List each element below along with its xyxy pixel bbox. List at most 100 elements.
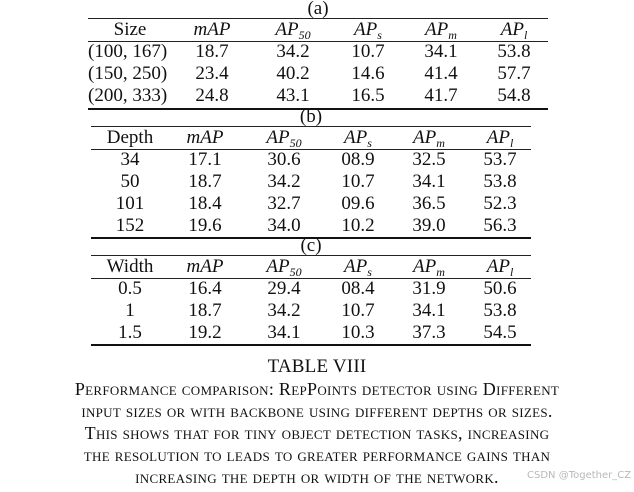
cell: 23.4 <box>195 63 229 84</box>
table-row: 34 17.1 30.6 08.9 32.5 53.7 <box>91 149 531 171</box>
cell: 1.5 <box>118 322 142 343</box>
table-row: 101 18.4 32.7 09.6 36.5 52.3 <box>91 193 531 215</box>
cell: 1 <box>125 300 135 321</box>
table-a-mid-rule <box>88 41 548 42</box>
cell: 101 <box>115 193 145 214</box>
cell: 19.2 <box>188 322 222 343</box>
watermark: CSDN @Together_CZ <box>527 470 632 481</box>
table-row: (200, 333) 24.8 43.1 16.5 41.7 54.8 <box>88 85 548 107</box>
header-aps: APs <box>344 127 372 150</box>
header-aps: APs <box>344 256 372 279</box>
table-b-label: (b) <box>299 106 323 127</box>
cell: 37.3 <box>412 322 446 343</box>
cell: 53.8 <box>483 171 517 192</box>
cell: 34.1 <box>424 41 458 62</box>
table-c-top-rule <box>91 255 531 256</box>
cell: 34.1 <box>412 300 446 321</box>
cell: 31.9 <box>412 278 446 299</box>
table-row: 1 18.7 34.2 10.7 34.1 53.8 <box>91 300 531 322</box>
cell: 34.1 <box>412 171 446 192</box>
table-b-top-rule <box>91 126 531 127</box>
cell: 50.6 <box>483 278 517 299</box>
table-b-header: Depth mAP AP50 APs APm APl <box>91 127 531 149</box>
cell: 56.3 <box>483 215 517 236</box>
cell: 08.4 <box>341 278 375 299</box>
cell: 54.8 <box>497 85 531 106</box>
cell: 18.7 <box>195 41 229 62</box>
cell: 17.1 <box>188 149 222 170</box>
cell: 152 <box>115 215 145 236</box>
table-c-bottom-rule <box>91 344 531 346</box>
cell: (150, 250) <box>88 63 168 84</box>
cell: 18.7 <box>188 300 222 321</box>
header-ap50: AP50 <box>266 256 302 279</box>
cell: 34.0 <box>267 215 301 236</box>
cell: 53.8 <box>497 41 531 62</box>
header-ap50: AP50 <box>275 19 311 42</box>
table-a-top-rule <box>88 18 548 19</box>
cell: 10.7 <box>351 41 385 62</box>
table-row: (150, 250) 23.4 40.2 14.6 41.4 57.7 <box>88 63 548 85</box>
header-apl: APl <box>486 256 514 279</box>
table-row: 1.5 19.2 34.1 10.3 37.3 54.5 <box>91 322 531 344</box>
caption-line-2: input sizes or with backbone using diffe… <box>81 401 553 421</box>
cell: (100, 167) <box>88 41 168 62</box>
cell: 39.0 <box>412 215 446 236</box>
caption-line-3: This shows that for tiny object detectio… <box>84 423 550 443</box>
cell: 40.2 <box>276 63 310 84</box>
cell: 52.3 <box>483 193 517 214</box>
cell: 50 <box>120 171 140 192</box>
table-c-label: (c) <box>300 235 322 256</box>
cell: 57.7 <box>497 63 531 84</box>
table-row: 50 18.7 34.2 10.7 34.1 53.8 <box>91 171 531 193</box>
cell: 34.2 <box>267 171 301 192</box>
table-a-header: Size mAP AP50 APs APm APl <box>88 19 548 41</box>
header-apm: APm <box>413 127 445 150</box>
header-apm: APm <box>425 19 457 42</box>
header-width: Width <box>106 256 154 277</box>
cell: 10.7 <box>341 300 375 321</box>
header-size: Size <box>113 19 147 40</box>
cell: 10.2 <box>341 215 375 236</box>
cell: 34.2 <box>267 300 301 321</box>
header-apl: APl <box>486 127 514 150</box>
cell: 53.8 <box>483 300 517 321</box>
table-c-mid-rule <box>91 278 531 279</box>
cell: 32.5 <box>412 149 446 170</box>
cell: 41.7 <box>424 85 458 106</box>
header-apl: APl <box>500 19 528 42</box>
header-map: mAP <box>186 127 224 148</box>
cell: 29.4 <box>267 278 301 299</box>
table-title: TABLE VIII <box>267 356 367 377</box>
caption-line-4: the resolution to leads to greater perfo… <box>83 445 551 465</box>
table-row: 0.5 16.4 29.4 08.4 31.9 50.6 <box>91 278 531 300</box>
cell: 43.1 <box>276 85 310 106</box>
cell: 34.1 <box>267 322 301 343</box>
header-map: mAP <box>186 256 224 277</box>
table-a-label: (a) <box>307 0 329 19</box>
cell: 24.8 <box>195 85 229 106</box>
header-aps: APs <box>354 19 382 42</box>
cell: 08.9 <box>341 149 375 170</box>
cell: 0.5 <box>118 278 142 299</box>
cell: 09.6 <box>341 193 375 214</box>
header-apm: APm <box>413 256 445 279</box>
header-ap50: AP50 <box>266 127 302 150</box>
table-b-mid-rule <box>91 149 531 150</box>
cell: 30.6 <box>267 149 301 170</box>
cell: 16.5 <box>351 85 385 106</box>
table-c-header: Width mAP AP50 APs APm APl <box>91 256 531 278</box>
caption-line-5: increasing the depth or width of the net… <box>135 467 499 487</box>
cell: 14.6 <box>351 63 385 84</box>
cell: (200, 333) <box>88 85 168 106</box>
header-map: mAP <box>193 19 231 40</box>
cell: 53.7 <box>483 149 517 170</box>
cell: 41.4 <box>424 63 458 84</box>
table-row: 152 19.6 34.0 10.2 39.0 56.3 <box>91 215 531 237</box>
header-depth: Depth <box>106 127 154 148</box>
cell: 10.7 <box>341 171 375 192</box>
cell: 54.5 <box>483 322 517 343</box>
table-b-bottom-rule <box>91 237 531 239</box>
table-a-bottom-rule <box>88 108 548 110</box>
table-row: (100, 167) 18.7 34.2 10.7 34.1 53.8 <box>88 41 548 63</box>
